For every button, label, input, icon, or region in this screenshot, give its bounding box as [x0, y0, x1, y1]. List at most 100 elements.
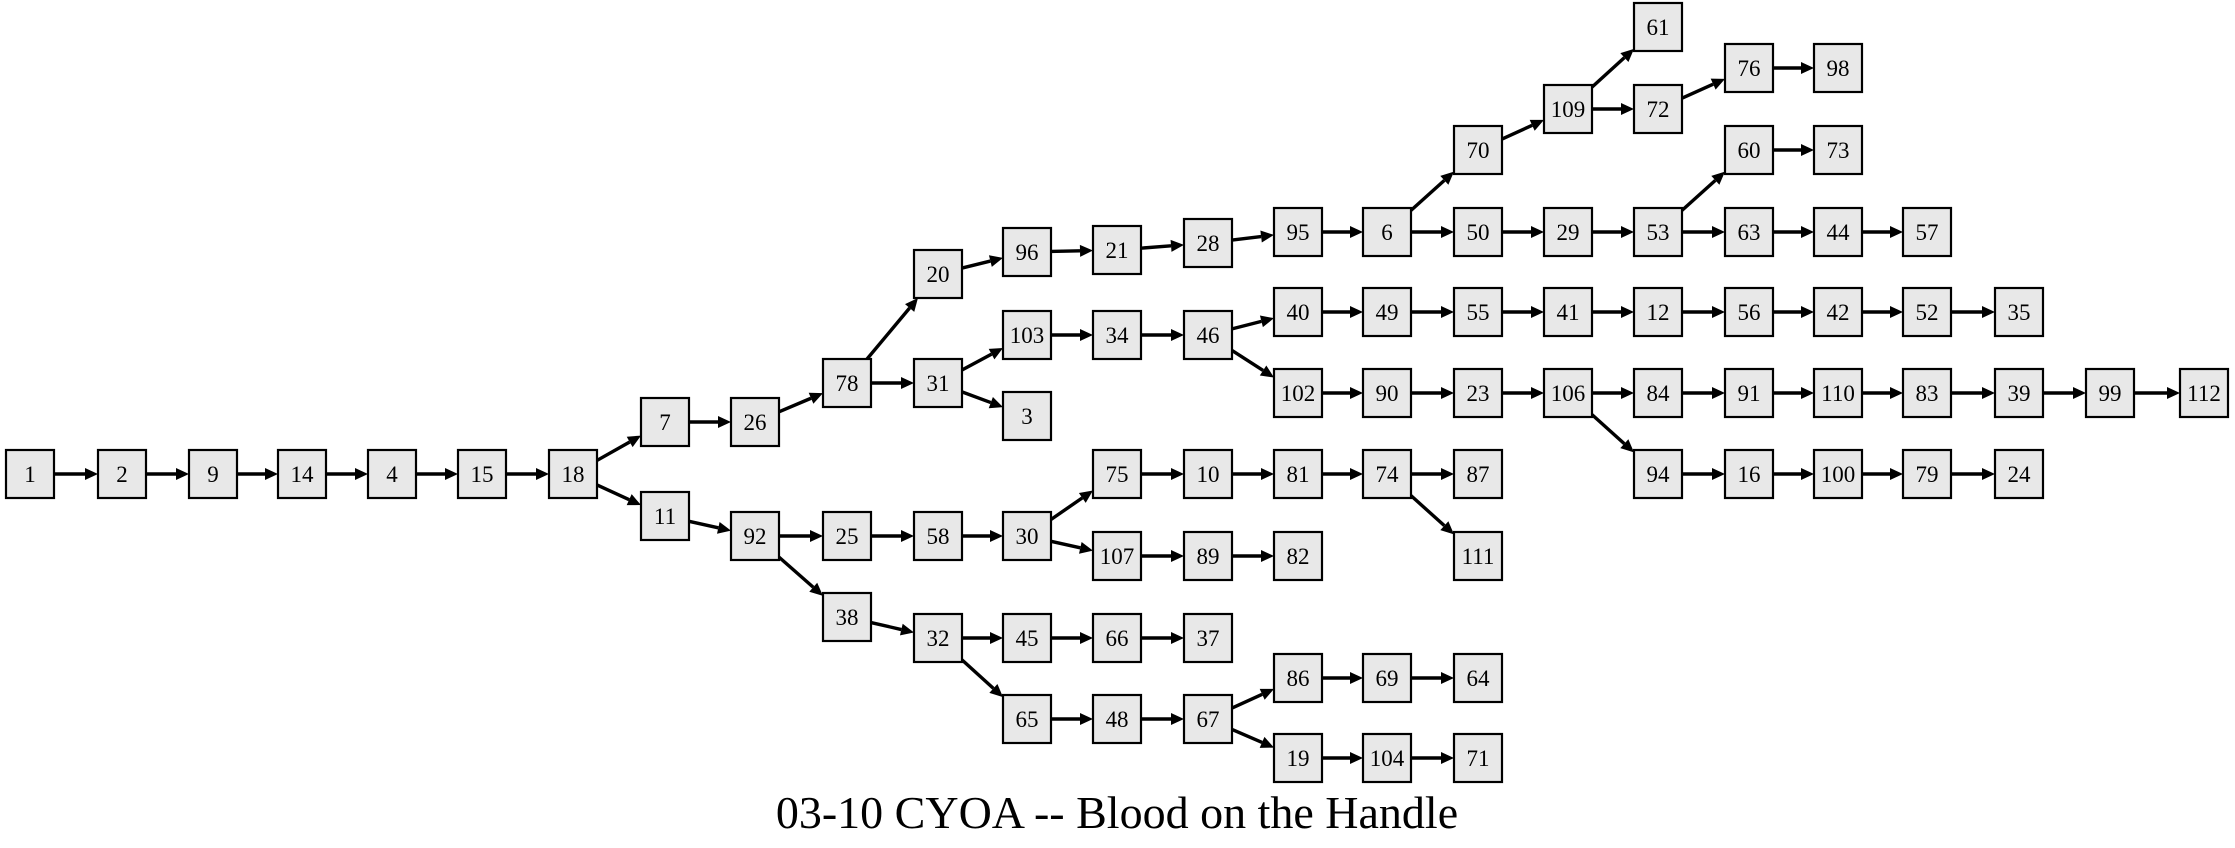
node-box	[1001, 309, 1053, 361]
node-label: 21	[1106, 238, 1129, 263]
arrowhead	[1079, 541, 1093, 554]
node-25: 25	[821, 510, 873, 562]
edge-45-to-66	[1051, 632, 1093, 644]
edge-74-to-111	[1409, 494, 1454, 535]
node-box	[1361, 206, 1413, 258]
node-label: 112	[2187, 381, 2221, 406]
node-72: 72	[1632, 83, 1684, 135]
edge-14-to-4	[326, 468, 368, 480]
node-label: 20	[927, 262, 950, 287]
node-1: 1	[4, 448, 56, 500]
edge-92-to-25	[779, 530, 823, 542]
node-box	[1723, 206, 1775, 258]
node-box	[1272, 652, 1324, 704]
arrowhead	[1441, 387, 1454, 399]
node-75: 75	[1091, 448, 1143, 500]
edge-29-to-53	[1592, 226, 1634, 238]
node-106: 106	[1542, 367, 1594, 419]
node-91: 91	[1723, 367, 1775, 419]
node-box	[1001, 693, 1053, 745]
node-label: 42	[1827, 300, 1850, 325]
arrowhead	[1441, 672, 1454, 684]
node-box	[729, 510, 781, 562]
arrowhead	[1890, 387, 1903, 399]
node-16: 16	[1723, 448, 1775, 500]
arrowhead	[1171, 468, 1184, 480]
edge-67-to-19	[1231, 727, 1274, 748]
edge-96-to-21	[1050, 244, 1093, 257]
node-label: 61	[1647, 15, 1670, 40]
edge-66-to-37	[1141, 632, 1184, 644]
arrowhead	[1171, 713, 1184, 725]
edge-26-to-78	[778, 392, 823, 414]
node-label: 90	[1376, 381, 1399, 406]
edge-line	[1409, 179, 1446, 212]
node-61: 61	[1632, 1, 1684, 53]
node-55: 55	[1452, 286, 1504, 338]
edge-line	[688, 519, 719, 530]
edge-line	[961, 259, 991, 270]
arrowhead	[1170, 239, 1184, 252]
node-box	[1361, 652, 1413, 704]
edge-65-to-48	[1051, 713, 1093, 725]
node-label: 34	[1106, 323, 1130, 348]
node-box	[1723, 286, 1775, 338]
arrowhead	[1350, 226, 1363, 238]
node-label: 83	[1916, 381, 1939, 406]
node-label: 32	[927, 626, 950, 651]
arrowhead	[1801, 62, 1814, 74]
edge-line	[596, 483, 630, 502]
edge-line	[1590, 413, 1626, 445]
node-label: 91	[1738, 381, 1761, 406]
node-label: 60	[1738, 138, 1761, 163]
node-box	[2084, 367, 2136, 419]
node-label: 66	[1106, 626, 1129, 651]
arrowhead	[1890, 306, 1903, 318]
edge-91-to-110	[1773, 387, 1814, 399]
node-label: 50	[1467, 220, 1490, 245]
edge-line	[1231, 727, 1263, 744]
node-label: 52	[1916, 300, 1939, 325]
edge-60-to-73	[1773, 144, 1814, 156]
node-9: 9	[187, 448, 239, 500]
node-box	[1452, 124, 1504, 176]
arrowhead	[988, 255, 1003, 267]
edge-53-to-60	[1680, 171, 1725, 212]
arrowhead	[1531, 226, 1544, 238]
edge-16-to-100	[1773, 468, 1814, 480]
node-box	[912, 357, 964, 409]
edge-102-to-90	[1322, 387, 1363, 399]
edge-63-to-44	[1773, 226, 1814, 238]
node-label: 72	[1647, 97, 1670, 122]
node-63: 63	[1723, 206, 1775, 258]
node-label: 44	[1827, 220, 1851, 245]
node-label: 106	[1551, 381, 1586, 406]
node-64: 64	[1452, 652, 1504, 704]
node-label: 39	[2008, 381, 2031, 406]
node-74: 74	[1361, 448, 1413, 500]
edge-10-to-81	[1232, 468, 1274, 480]
edge-58-to-30	[962, 530, 1003, 542]
node-24: 24	[1993, 448, 2045, 500]
node-57: 57	[1901, 206, 1953, 258]
edge-15-to-18	[506, 468, 549, 480]
node-label: 53	[1647, 220, 1670, 245]
node-34: 34	[1091, 309, 1143, 361]
node-label: 40	[1287, 300, 1310, 325]
node-box	[1182, 612, 1234, 664]
arrowhead	[988, 347, 1003, 360]
edge-32-to-65	[960, 658, 1003, 698]
arrowhead	[1350, 387, 1363, 399]
edge-30-to-75	[1050, 490, 1093, 521]
node-label: 69	[1376, 666, 1399, 691]
edge-100-to-79	[1862, 468, 1903, 480]
edge-34-to-46	[1141, 329, 1184, 341]
node-box	[276, 448, 328, 500]
edge-25-to-58	[871, 530, 914, 542]
arrowhead	[1620, 439, 1634, 453]
node-label: 29	[1557, 220, 1580, 245]
edge-95-to-6	[1322, 226, 1363, 238]
node-label: 11	[654, 504, 676, 529]
node-box	[1632, 206, 1684, 258]
edge-4-to-15	[416, 468, 458, 480]
